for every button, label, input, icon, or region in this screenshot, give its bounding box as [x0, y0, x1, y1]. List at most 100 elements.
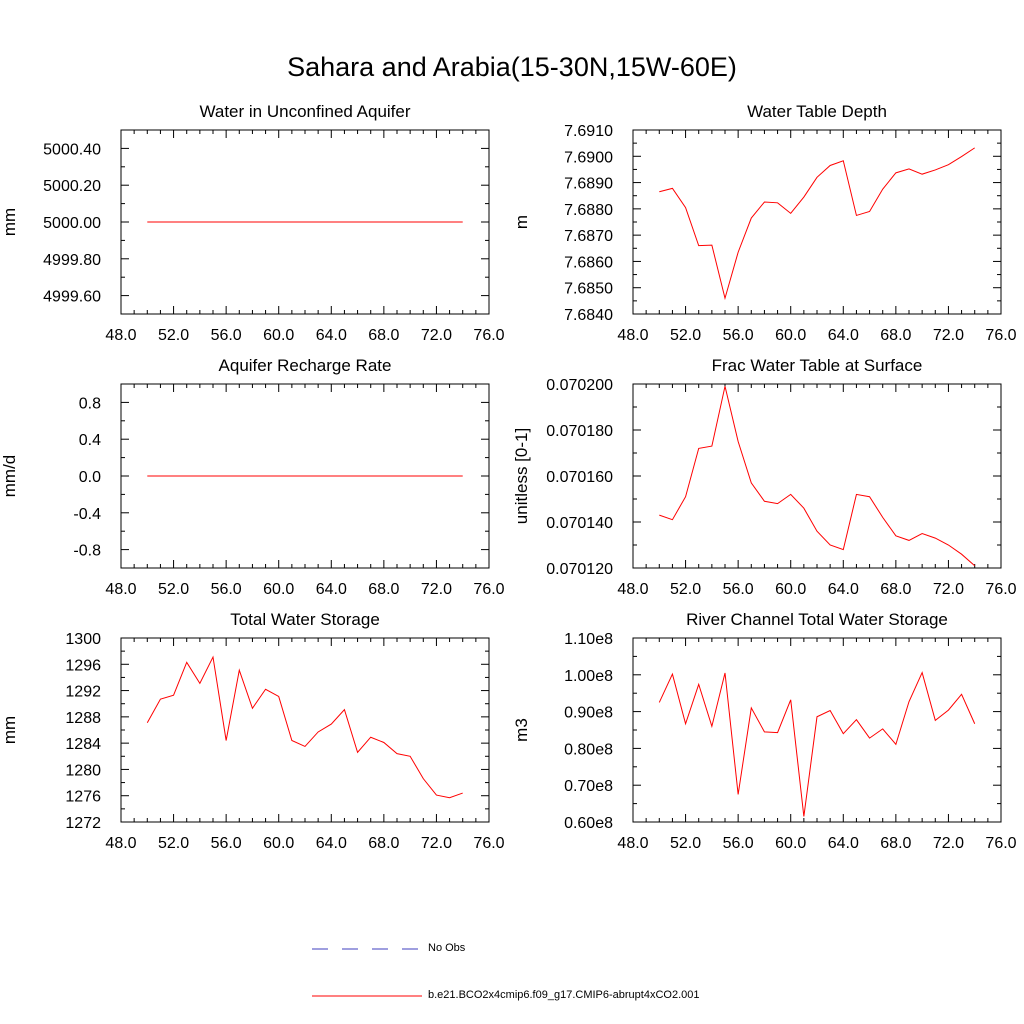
panel-6-xtick-label: 76.0: [985, 835, 1016, 852]
panel-5-title: Total Water Storage: [230, 610, 380, 629]
panel-2-ytick-label: 7.6840: [564, 307, 613, 324]
panel-1-ytick-label: 4999.60: [43, 289, 101, 306]
panel-4-ytick-label: 0.070140: [546, 515, 613, 532]
panel-1-xtick-label: 72.0: [421, 327, 452, 344]
panel-4-xtick-label: 64.0: [828, 581, 859, 598]
panel-5-xtick-label: 76.0: [473, 835, 504, 852]
panel-2-ytick-label: 7.6890: [564, 176, 613, 193]
panel-5-ytick-label: 1296: [65, 657, 101, 674]
panel-5-xtick-label: 56.0: [211, 835, 242, 852]
panel-4-xtick-label: 76.0: [985, 581, 1016, 598]
panel-1-xtick-label: 76.0: [473, 327, 504, 344]
panel-1-xtick-label: 64.0: [316, 327, 347, 344]
panel-4-xtick-label: 52.0: [670, 581, 701, 598]
panel-6-ylabel: m3: [512, 718, 531, 742]
panel-1-ytick-label: 4999.80: [43, 252, 101, 269]
panel-2-series-line: [659, 147, 975, 301]
panel-6-xtick-label: 56.0: [723, 835, 754, 852]
panel-6-xtick-label: 64.0: [828, 835, 859, 852]
panel-5-xtick-label: 68.0: [368, 835, 399, 852]
panel-5-ytick-label: 1284: [65, 736, 101, 753]
panel-2-xtick-label: 52.0: [670, 327, 701, 344]
panel-1-xtick-label: 48.0: [105, 327, 136, 344]
panel-6-ytick-label: 0.60e8: [564, 815, 613, 832]
panel-4-series-line: [659, 386, 976, 567]
panel-5-frame: [120, 637, 490, 823]
panel-4-xtick-label: 56.0: [723, 581, 754, 598]
panel-5-ytick-label: 1300: [65, 631, 101, 648]
legend-obs-label: No Obs: [428, 942, 466, 954]
panel-6-frame: [632, 637, 1002, 823]
panel-1-xtick-label: 56.0: [211, 327, 242, 344]
panel-2-xtick-label: 48.0: [617, 327, 648, 344]
panel-2-xtick-label: 76.0: [985, 327, 1016, 344]
page-title: Sahara and Arabia(15-30N,15W-60E): [287, 52, 737, 82]
panel-2-ytick-label: 7.6870: [564, 228, 613, 245]
panel-3-ytick-label: -0.8: [73, 543, 101, 560]
panel-3-xtick-label: 64.0: [316, 581, 347, 598]
panel-3-ytick-label: 0.8: [79, 395, 101, 412]
panel-6-xtick-label: 48.0: [617, 835, 648, 852]
panel-6-ytick-label: 1.00e8: [564, 668, 613, 685]
panel-2-ytick-label: 7.6850: [564, 281, 613, 298]
panel-3-ytick-label: -0.4: [73, 506, 101, 523]
panel-2-xtick-label: 72.0: [933, 327, 964, 344]
panel-3-xtick-label: 56.0: [211, 581, 242, 598]
panel-4-frame: [632, 383, 1002, 569]
panel-2-ytick-label: 7.6910: [564, 123, 613, 140]
panel-4-ytick-label: 0.070120: [546, 561, 613, 578]
panel-3-ylabel: mm/d: [0, 455, 19, 498]
panel-2-title: Water Table Depth: [747, 102, 887, 121]
panel-4-xtick-label: 68.0: [880, 581, 911, 598]
panel-3-xtick-label: 60.0: [263, 581, 294, 598]
panel-3-ytick-label: 0.4: [79, 432, 101, 449]
panel-6-xtick-label: 72.0: [933, 835, 964, 852]
panel-6-xtick-label: 52.0: [670, 835, 701, 852]
panel-3-title: Aquifer Recharge Rate: [219, 356, 392, 375]
panel-5-ylabel: mm: [0, 716, 19, 744]
panel-5-xtick-label: 60.0: [263, 835, 294, 852]
panel-6-xtick-label: 60.0: [775, 835, 806, 852]
panel-3-xtick-label: 68.0: [368, 581, 399, 598]
panel-6-xtick-label: 68.0: [880, 835, 911, 852]
panel-6-title: River Channel Total Water Storage: [686, 610, 948, 629]
panel-5-xtick-label: 48.0: [105, 835, 136, 852]
panel-2-ytick-label: 7.6900: [564, 149, 613, 166]
panel-4-ytick-label: 0.070160: [546, 469, 613, 486]
panel-2-xtick-label: 56.0: [723, 327, 754, 344]
panel-5-ytick-label: 1288: [65, 710, 101, 727]
panel-3-xtick-label: 72.0: [421, 581, 452, 598]
panel-2-xtick-label: 68.0: [880, 327, 911, 344]
panel-5-xtick-label: 64.0: [316, 835, 347, 852]
panel-4-ytick-label: 0.070200: [546, 377, 613, 394]
panel-6-series-line: [658, 671, 976, 817]
panel-1-ylabel: mm: [0, 208, 19, 236]
panel-5-ytick-label: 1292: [65, 684, 101, 701]
panel-2-frame: [632, 129, 1002, 315]
panel-5-ytick-label: 1280: [65, 762, 101, 779]
panel-1-ytick-label: 5000.00: [43, 215, 101, 232]
panel-3-ytick-label: 0.0: [79, 469, 101, 486]
panel-1-xtick-label: 60.0: [263, 327, 294, 344]
panel-2-xtick-label: 64.0: [828, 327, 859, 344]
panel-4-xtick-label: 48.0: [617, 581, 648, 598]
panel-2-xtick-label: 60.0: [775, 327, 806, 344]
panel-3-xtick-label: 48.0: [105, 581, 136, 598]
panel-2-ytick-label: 7.6880: [564, 202, 613, 219]
legend-model-line: [312, 995, 422, 997]
panel-1-xtick-label: 68.0: [368, 327, 399, 344]
panel-2-ytick-label: 7.6860: [564, 254, 613, 271]
panel-5-ytick-label: 1272: [65, 815, 101, 832]
panel-5-series-line: [146, 655, 463, 799]
panel-1-xtick-label: 52.0: [158, 327, 189, 344]
panel-6-ytick-label: 0.70e8: [564, 778, 613, 795]
panel-5-xtick-label: 72.0: [421, 835, 452, 852]
panel-6-ytick-label: 1.10e8: [564, 631, 613, 648]
panel-5-xtick-label: 52.0: [158, 835, 189, 852]
panel-6-ytick-label: 0.90e8: [564, 705, 613, 722]
panel-2-ylabel: m: [512, 215, 531, 229]
panel-1-ytick-label: 5000.20: [43, 178, 101, 195]
panel-4-ytick-label: 0.070180: [546, 423, 613, 440]
panel-4-xtick-label: 60.0: [775, 581, 806, 598]
